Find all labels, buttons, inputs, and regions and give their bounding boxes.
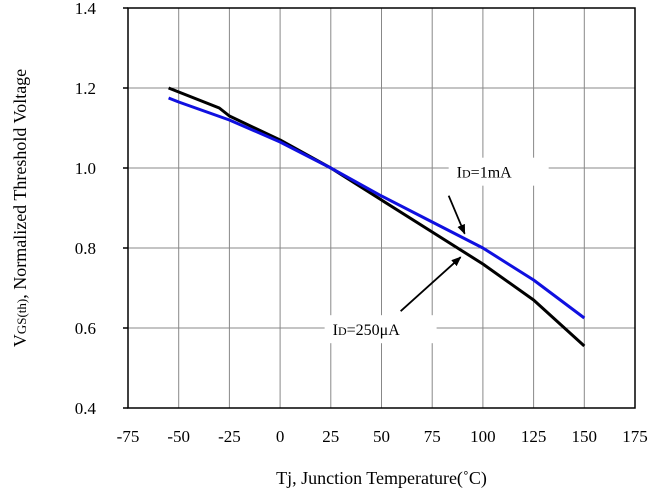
x-tick-label: 75	[424, 427, 441, 446]
series-line-1	[168, 86, 586, 348]
grid-lines	[128, 8, 635, 408]
y-axis-title: VGS(th), Normalized Threshold Voltage	[10, 69, 30, 347]
x-tick-label: 100	[470, 427, 496, 446]
x-axis-title: Tj, Junction Temperature(˚C)	[276, 468, 487, 489]
y-axis-title-rest: , Normalized Threshold Voltage	[10, 69, 30, 299]
axis-ticks: -75 -50 -25 0 25 50 75 100 125 150 175 0.4 0.6 0.8 1.0…	[75, 0, 648, 446]
y-tick-label: 1.0	[75, 159, 96, 178]
y-tick-label: 0.6	[75, 319, 96, 338]
y-axis-title-main: V	[10, 334, 30, 347]
y-tick-label: 1.4	[75, 0, 97, 18]
x-tick-label: 150	[572, 427, 598, 446]
x-tick-label: 0	[276, 427, 285, 446]
series-line-2	[168, 96, 586, 320]
x-tick-label: 50	[373, 427, 390, 446]
x-tick-label: 125	[521, 427, 547, 446]
plot-area	[127, 7, 636, 409]
annotation-label: ID=250μA	[333, 322, 401, 339]
x-tick-label: 175	[622, 427, 648, 446]
y-tick-label: 1.2	[75, 79, 96, 98]
annotation-arrow	[400, 256, 462, 312]
y-axis-title-sub: GS(th)	[14, 299, 29, 334]
annotation-label-bg	[324, 315, 437, 344]
annotation-label-bg	[448, 157, 549, 186]
x-tick-label: -25	[218, 427, 241, 446]
x-tick-label: -75	[117, 427, 140, 446]
annotations: ID=1mA ID=250μA	[324, 157, 549, 344]
x-tick-label: -50	[167, 427, 190, 446]
x-tick-label: 25	[322, 427, 339, 446]
series-lines	[168, 86, 586, 348]
y-tick-label: 0.4	[75, 399, 97, 418]
annotation-label: ID=1mA	[457, 165, 512, 182]
annotation-arrow	[447, 195, 466, 235]
y-tick-label: 0.8	[75, 239, 96, 258]
